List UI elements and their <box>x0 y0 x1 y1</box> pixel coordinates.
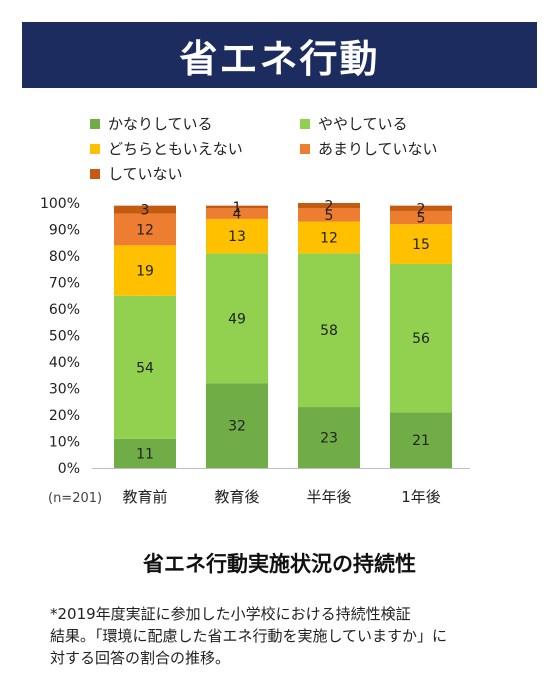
legend-label: ややしている <box>318 115 408 133</box>
legend-item: かなりしている <box>90 113 213 134</box>
legend-item: どちらともいえない <box>90 138 243 159</box>
y-tick-label: 20% <box>49 408 80 424</box>
data-label: 1 <box>233 200 242 216</box>
bar-segment <box>390 263 452 413</box>
bar-segment <box>390 224 452 264</box>
bar-segment <box>298 253 360 408</box>
x-tick-label: 教育後 <box>214 488 259 506</box>
data-label: 11 <box>136 446 154 462</box>
bar-segment <box>298 203 360 209</box>
data-label: 5 <box>417 211 426 227</box>
legend-swatch <box>300 118 310 129</box>
footnote: *2019年度実証に参加した小学校における持続性検証 結果。「環境に配慮した省エ… <box>50 603 520 669</box>
bar-segment <box>206 253 268 384</box>
header-title: 省エネ行動 <box>179 36 380 81</box>
bar-segment <box>206 205 268 209</box>
data-label: 49 <box>228 311 246 327</box>
y-tick-label: 80% <box>49 249 80 265</box>
y-tick-label: 60% <box>49 302 80 318</box>
legend-swatch <box>300 143 310 154</box>
bar-segment <box>298 221 360 254</box>
bar-segment <box>114 205 176 214</box>
y-tick-label: 70% <box>49 276 80 292</box>
bar-segment <box>206 218 268 254</box>
data-label: 12 <box>320 230 338 246</box>
y-tick-label: 40% <box>49 355 80 371</box>
sample-size-note: (n=201) <box>48 491 102 506</box>
data-label: 15 <box>412 237 430 253</box>
bar-segment <box>390 412 452 468</box>
bar-segment <box>298 208 360 222</box>
footnote-line: 対する回答の割合の推移。 <box>50 649 231 667</box>
footnote-line: *2019年度実証に参加した小学校における持続性検証 <box>50 605 411 623</box>
data-label: 3 <box>141 203 150 219</box>
legend-swatch <box>90 143 100 154</box>
data-label: 4 <box>233 207 242 223</box>
data-label: 56 <box>412 331 430 347</box>
header-banner: 省エネ行動 <box>22 22 537 88</box>
data-label: 2 <box>417 201 426 217</box>
y-tick-label: 100% <box>40 196 80 212</box>
bar-segment <box>206 383 268 468</box>
bar-segment <box>206 208 268 219</box>
x-tick-label: 教育前 <box>122 488 167 506</box>
data-label: 32 <box>228 419 246 435</box>
legend-item: していない <box>90 163 183 184</box>
y-tick-label: 10% <box>49 435 80 451</box>
data-label: 19 <box>136 264 154 280</box>
legend-label: あまりしていない <box>318 140 438 158</box>
legend-swatch <box>90 168 100 179</box>
y-tick-label: 0% <box>58 461 80 477</box>
legend-item: ややしている <box>300 113 408 134</box>
y-tick-label: 90% <box>49 223 80 239</box>
y-tick-label: 30% <box>49 382 80 398</box>
data-label: 23 <box>320 431 338 447</box>
data-label: 12 <box>136 223 154 239</box>
chart-title: 省エネ行動実施状況の持続性 <box>143 552 416 576</box>
data-label: 13 <box>228 229 246 245</box>
x-tick-label: 1年後 <box>401 488 441 506</box>
bar-segment <box>298 407 360 468</box>
bar-segment <box>390 205 452 211</box>
data-label: 58 <box>320 323 338 339</box>
stacked-bar-chart: 0%10%20%30%40%50%60%70%80%90%100%1154191… <box>40 196 470 506</box>
legend-label: かなりしている <box>108 115 213 133</box>
data-label: 2 <box>325 199 334 215</box>
bar-segment <box>390 210 452 225</box>
bar-segment <box>114 245 176 296</box>
y-tick-label: 50% <box>49 329 80 345</box>
x-tick-label: 半年後 <box>306 488 351 506</box>
legend-swatch <box>90 118 100 129</box>
bar-segment <box>114 438 176 468</box>
data-label: 54 <box>136 360 154 376</box>
footnote-line: 結果。「環境に配慮した省エネ行動を実施していますか」に <box>50 627 448 645</box>
bar-segment <box>114 295 176 439</box>
bar-segment <box>114 213 176 246</box>
data-label: 5 <box>325 208 334 224</box>
legend-item: あまりしていない <box>300 138 438 159</box>
data-label: 21 <box>412 433 430 449</box>
legend-label: どちらともいえない <box>108 140 243 158</box>
legend-label: していない <box>108 165 183 183</box>
